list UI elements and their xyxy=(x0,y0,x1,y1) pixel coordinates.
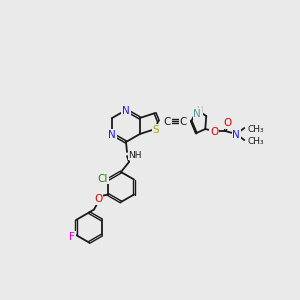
Text: N: N xyxy=(108,130,116,140)
Text: N: N xyxy=(122,106,130,116)
Text: H: H xyxy=(196,106,203,115)
Text: Cl: Cl xyxy=(98,173,108,184)
Text: O: O xyxy=(94,194,102,205)
Text: N: N xyxy=(232,130,240,140)
Text: CH₃: CH₃ xyxy=(247,124,264,134)
Text: CH₃: CH₃ xyxy=(247,136,264,146)
Text: S: S xyxy=(153,125,159,135)
Text: C: C xyxy=(180,117,187,127)
Text: NH: NH xyxy=(128,151,142,160)
Text: F: F xyxy=(69,232,75,242)
Text: O: O xyxy=(223,118,231,128)
Text: C: C xyxy=(164,117,171,127)
Text: O: O xyxy=(210,127,218,137)
Text: N: N xyxy=(194,109,201,119)
